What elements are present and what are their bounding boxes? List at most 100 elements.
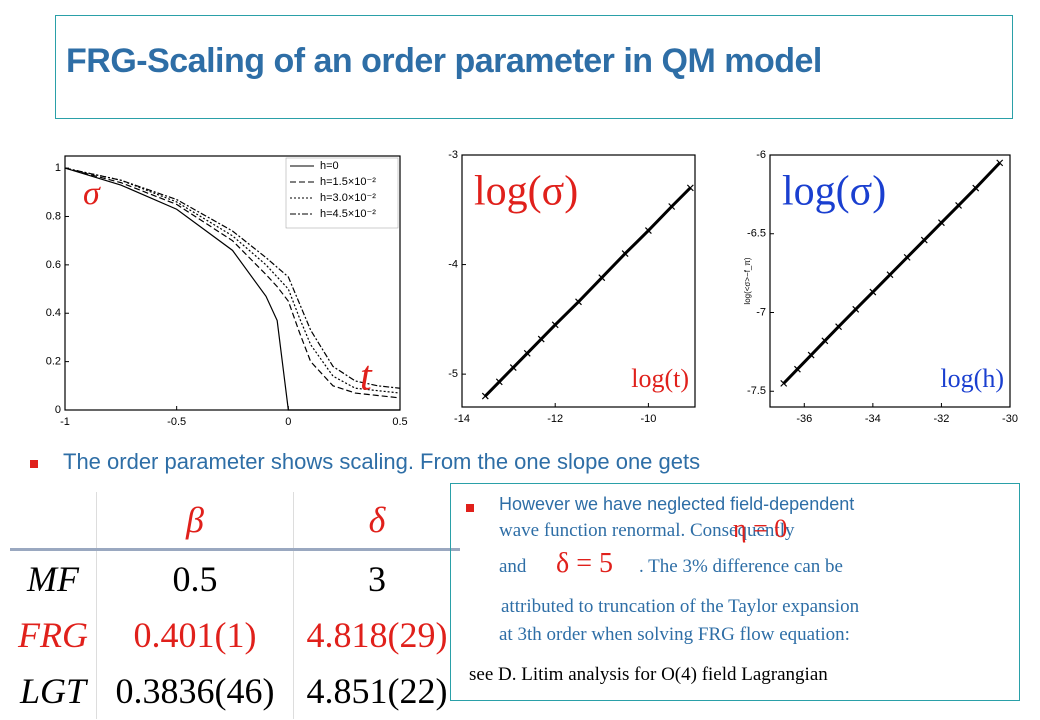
x-tick-label: -14 <box>454 413 470 425</box>
series-line <box>64 167 400 411</box>
x-tick-label: 0.5 <box>392 416 407 428</box>
point-marker <box>551 321 559 329</box>
note-text: However we have neglected field-dependen… <box>499 494 855 514</box>
point-marker <box>509 364 517 371</box>
math-eta: η = 0 <box>733 514 788 543</box>
point-marker <box>807 351 815 359</box>
point-marker <box>996 159 1004 167</box>
legend-label: h=0 <box>320 160 339 172</box>
annotation: t <box>360 354 373 400</box>
legend-label: h=1.5×10⁻² <box>320 176 376 188</box>
point-marker <box>780 379 788 387</box>
bullet-text: The order parameter shows scaling. From … <box>63 449 701 474</box>
header-cell: δ <box>293 492 460 550</box>
series-line <box>64 167 401 399</box>
header-cell: β <box>96 492 294 550</box>
point-marker <box>835 323 842 331</box>
chart: -36 -34 -32 -30 -7.5 -7 -6.5 -6 log(σ) log(h) log(… <box>743 149 1018 425</box>
y-tick-label: 0.6 <box>46 259 61 271</box>
point-marker <box>903 253 911 261</box>
y-tick-label: -7 <box>756 306 766 318</box>
legend-label: h=3.0×10⁻² <box>320 192 376 204</box>
x-axis-label: log(t) <box>631 364 689 393</box>
series-line <box>64 167 401 394</box>
point-marker <box>575 298 582 306</box>
y-tick-label: -4 <box>448 258 458 270</box>
x-tick-label: -34 <box>865 413 881 425</box>
point-marker <box>686 184 694 192</box>
chart-title: log(σ) <box>474 169 578 215</box>
point-marker <box>955 201 962 209</box>
cell: 4.818(29) <box>293 607 460 663</box>
point-marker <box>644 227 652 235</box>
x-tick-label: -12 <box>547 413 563 425</box>
annotation: σ <box>83 175 101 212</box>
x-tick-label: -1 <box>60 416 70 428</box>
x-tick-label: -0.5 <box>167 416 186 428</box>
y-tick-label: -6 <box>756 149 766 161</box>
table-header: β δ <box>10 492 460 550</box>
x-axis-label: log(h) <box>940 364 1004 393</box>
results-table: β δ MF 0.5 3 FRG 0.401(1) 4.818(29) LGT 0.383… <box>10 492 460 719</box>
point-marker <box>537 335 545 343</box>
note-text: and <box>499 556 527 577</box>
chart-title: log(σ) <box>782 169 886 215</box>
point-marker <box>886 271 894 279</box>
bullet-marker <box>30 460 38 468</box>
point-marker <box>852 305 860 313</box>
y-tick-label: 0.2 <box>46 356 61 368</box>
point-marker <box>821 337 829 345</box>
point-marker <box>621 250 629 258</box>
y-tick-label: 0.4 <box>46 307 61 319</box>
table-row: MF 0.5 3 <box>10 549 460 607</box>
math-delta: δ = 5 <box>556 548 613 579</box>
chart: -1 -0.5 0 0.5 0 0.2 0.4 0.6 0.8 1 h=0 h=1.5×10⁻² h=3… <box>46 155 408 428</box>
y-tick-label: 0 <box>55 404 61 416</box>
row-label: LGT <box>19 671 87 711</box>
point-marker <box>523 349 531 357</box>
point-marker <box>938 219 945 227</box>
bullet-marker <box>466 504 474 512</box>
y-tick-label: -5 <box>448 368 458 380</box>
series-line <box>64 167 401 389</box>
y-tick-label: 0.8 <box>46 210 61 222</box>
x-tick-label: -30 <box>1002 413 1018 425</box>
row-label: FRG <box>18 615 88 655</box>
note-text: attributed to truncation of the Taylor e… <box>501 596 860 617</box>
note-text: at 3th order when solving FRG flow equat… <box>499 624 850 645</box>
y-tick-label: 1 <box>55 162 61 174</box>
table-row: FRG 0.401(1) 4.818(29) <box>10 607 460 663</box>
cell: 3 <box>293 549 460 607</box>
x-tick-label: 0 <box>285 416 291 428</box>
cell: 0.401(1) <box>96 607 294 663</box>
header-cell <box>10 492 97 550</box>
x-tick-label: -32 <box>933 413 949 425</box>
cell: 4.851(22) <box>293 663 460 719</box>
point-marker <box>495 378 503 386</box>
note-text: . The 3% difference can be <box>639 556 843 577</box>
plot-frame <box>461 154 696 408</box>
y-tick-label: -7.5 <box>747 385 766 397</box>
reference: see D. Litim analysis for O(4) field Lag… <box>469 664 828 685</box>
plot-frame <box>769 154 1011 408</box>
y-tick-label: -3 <box>448 149 458 161</box>
point-marker <box>972 184 980 192</box>
title-box: FRG-Scaling of an order parameter in QM … <box>55 15 1013 119</box>
point-marker <box>668 203 676 210</box>
y-axis-label: log(<σ>−f_π) <box>743 257 752 304</box>
chart: -14 -12 -10 -5 -4 -3 log(σ) log(t) <box>448 149 696 425</box>
row-label: MF <box>27 559 79 599</box>
slide-title: FRG-Scaling of an order parameter in QM … <box>66 42 822 80</box>
y-tick-label: -6.5 <box>747 228 766 240</box>
point-marker <box>481 392 489 400</box>
x-tick-label: -36 <box>796 413 812 425</box>
legend-box <box>285 157 399 229</box>
x-tick-label: -10 <box>640 413 656 425</box>
note-text: wave function renormal. Consequently <box>499 520 795 541</box>
cell: 0.5 <box>96 549 294 607</box>
cell: 0.3836(46) <box>96 663 294 719</box>
point-marker <box>794 365 801 373</box>
point-marker <box>598 274 606 282</box>
legend-label: h=4.5×10⁻² <box>320 208 376 220</box>
